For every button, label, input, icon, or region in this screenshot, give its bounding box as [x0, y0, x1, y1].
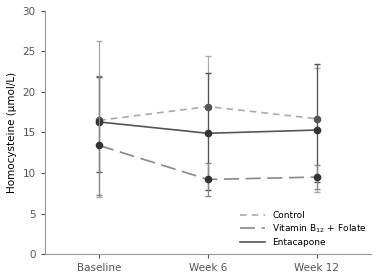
Y-axis label: Homocysteine (μmol/L): Homocysteine (μmol/L)	[7, 72, 17, 193]
Legend: Control, Vitamin B$_{12}$ + Folate, Entacapone: Control, Vitamin B$_{12}$ + Folate, Enta…	[237, 208, 370, 249]
